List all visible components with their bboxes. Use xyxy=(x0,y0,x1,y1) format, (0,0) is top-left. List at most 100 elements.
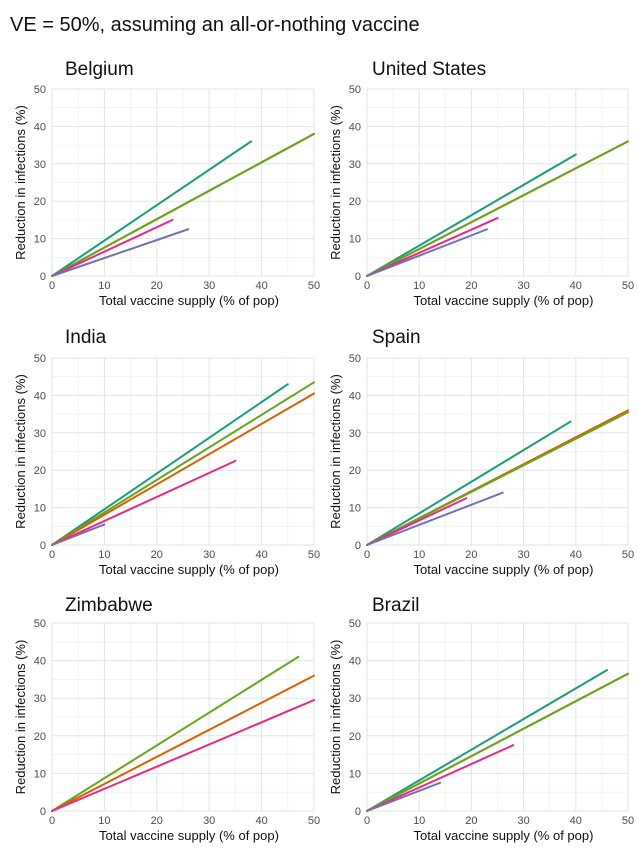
x-tick-label: 10 xyxy=(413,280,425,292)
panel-title: Belgium xyxy=(65,59,134,80)
y-tick-label: 40 xyxy=(349,121,361,133)
panel-title: United States xyxy=(372,59,486,80)
x-tick-label: 0 xyxy=(49,280,55,292)
y-tick-label: 30 xyxy=(349,428,361,440)
figure-title: VE = 50%, assuming an all-or-nothing vac… xyxy=(10,14,420,36)
chart-panels: 0 10 20 30 40 50 0 10 20 30 40 50 Belgium Total vacci… xyxy=(13,59,634,843)
panel-title: Zimbabwe xyxy=(65,595,153,616)
x-axis-label: Total vaccine supply (% of pop) xyxy=(99,828,279,843)
y-tick-label: 30 xyxy=(34,159,46,171)
panel-title: Brazil xyxy=(372,595,420,616)
x-axis-label: Total vaccine supply (% of pop) xyxy=(414,293,594,308)
y-tick-label: 20 xyxy=(34,465,46,477)
x-axis-label: Total vaccine supply (% of pop) xyxy=(99,562,279,577)
x-tick-label: 0 xyxy=(49,815,55,827)
x-tick-label: 20 xyxy=(151,280,163,292)
y-tick-label: 10 xyxy=(34,234,46,246)
x-tick-label: 20 xyxy=(465,549,477,561)
x-tick-label: 40 xyxy=(570,280,582,292)
series-line-pink xyxy=(51,459,237,546)
panel-zimbabwe: 0 10 20 30 40 50 0 10 20 30 40 50 Zimbabwe Total vacc… xyxy=(13,595,320,843)
x-tick-label: 40 xyxy=(570,549,582,561)
x-tick-label: 30 xyxy=(517,815,529,827)
panel-title: Spain xyxy=(372,327,421,348)
x-tick-label: 20 xyxy=(465,280,477,292)
y-tick-label: 0 xyxy=(40,806,46,818)
x-tick-label: 40 xyxy=(255,549,267,561)
x-tick-label: 30 xyxy=(517,280,529,292)
y-tick-label: 20 xyxy=(34,196,46,208)
series-line-green xyxy=(51,132,315,277)
series-line-purple xyxy=(366,491,504,546)
y-tick-label: 10 xyxy=(349,768,361,780)
series-line-pink xyxy=(366,744,515,812)
y-tick-label: 20 xyxy=(349,731,361,743)
x-tick-label: 20 xyxy=(151,549,163,561)
panel-belgium: 0 10 20 30 40 50 0 10 20 30 40 50 Belgium Total vacci… xyxy=(13,59,320,308)
panel-india: 0 10 20 30 40 50 0 10 20 30 40 50 India Total vaccine… xyxy=(13,327,320,577)
x-tick-label: 30 xyxy=(203,815,215,827)
y-tick-label: 20 xyxy=(34,731,46,743)
series-line-pink xyxy=(51,218,174,277)
series-line-pink xyxy=(51,699,315,812)
y-tick-label: 40 xyxy=(34,390,46,402)
x-tick-label: 10 xyxy=(98,815,110,827)
x-tick-label: 50 xyxy=(308,549,320,561)
series-line-orange xyxy=(51,392,315,546)
panel-spain: 0 10 20 30 40 50 0 10 20 30 40 50 Spain Total vaccine… xyxy=(328,327,634,577)
x-tick-label: 30 xyxy=(517,549,529,561)
x-tick-label: 0 xyxy=(364,280,370,292)
series-line-green xyxy=(366,411,629,546)
y-axis-label: Reduction in infections (%) xyxy=(328,105,343,260)
y-tick-label: 0 xyxy=(355,540,361,552)
y-tick-label: 30 xyxy=(349,159,361,171)
series-line-green xyxy=(366,140,629,277)
x-tick-label: 40 xyxy=(570,815,582,827)
panel-brazil: 0 10 20 30 40 50 0 10 20 30 40 50 Brazil Total vaccin… xyxy=(328,595,634,843)
y-tick-label: 0 xyxy=(40,271,46,283)
y-axis-label: Reduction in infections (%) xyxy=(13,640,28,795)
y-tick-label: 30 xyxy=(349,693,361,705)
series-line-orange xyxy=(51,674,315,812)
series-line-purple xyxy=(51,228,190,277)
series-line-teal xyxy=(366,420,572,546)
y-tick-label: 0 xyxy=(355,806,361,818)
y-tick-label: 50 xyxy=(34,84,46,96)
x-axis-label: Total vaccine supply (% of pop) xyxy=(414,828,594,843)
y-tick-label: 20 xyxy=(349,465,361,477)
panel-united-states: 0 10 20 30 40 50 0 10 20 30 40 50 United States Total… xyxy=(328,59,634,308)
y-tick-label: 10 xyxy=(349,503,361,515)
y-tick-label: 50 xyxy=(349,84,361,96)
x-tick-label: 0 xyxy=(364,549,370,561)
y-axis-label: Reduction in infections (%) xyxy=(13,105,28,260)
x-tick-label: 50 xyxy=(308,280,320,292)
series-line-pink xyxy=(366,497,468,546)
y-tick-label: 50 xyxy=(34,618,46,630)
x-axis-label: Total vaccine supply (% of pop) xyxy=(99,293,279,308)
y-tick-label: 30 xyxy=(34,693,46,705)
y-axis-label: Reduction in infections (%) xyxy=(13,374,28,529)
y-tick-label: 40 xyxy=(34,656,46,668)
x-tick-label: 50 xyxy=(622,815,634,827)
y-tick-label: 10 xyxy=(34,503,46,515)
y-tick-label: 10 xyxy=(349,234,361,246)
series-line-pink xyxy=(366,217,499,277)
series-line-green xyxy=(51,381,315,546)
series-line-green xyxy=(366,672,629,812)
series-line-purple xyxy=(51,523,106,546)
x-tick-label: 30 xyxy=(203,549,215,561)
x-tick-label: 10 xyxy=(413,549,425,561)
series-line-green xyxy=(51,655,300,812)
x-tick-label: 10 xyxy=(98,549,110,561)
y-tick-label: 40 xyxy=(34,121,46,133)
x-tick-label: 50 xyxy=(622,280,634,292)
y-tick-label: 40 xyxy=(349,390,361,402)
series-line-teal xyxy=(51,383,289,546)
y-tick-label: 20 xyxy=(349,196,361,208)
series-line-purple xyxy=(366,228,489,277)
x-tick-label: 40 xyxy=(255,815,267,827)
y-tick-label: 30 xyxy=(34,428,46,440)
y-tick-label: 0 xyxy=(355,271,361,283)
x-tick-label: 50 xyxy=(308,815,320,827)
